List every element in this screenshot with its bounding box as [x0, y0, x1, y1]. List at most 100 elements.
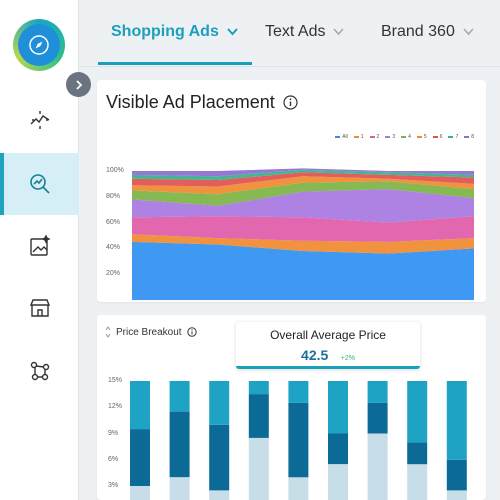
tab-label: Text Ads — [265, 23, 326, 40]
legend-item[interactable]: 8 — [464, 134, 474, 140]
legend-swatch — [369, 136, 375, 138]
collapse-sidebar-button[interactable] — [66, 72, 91, 97]
legend-label: 3 — [392, 134, 396, 140]
bar-segment[interactable] — [407, 464, 428, 500]
tab-brand-360[interactable]: Brand 360 — [381, 23, 474, 41]
legend-swatch — [416, 136, 422, 138]
area-series-3 — [132, 189, 474, 223]
legend-label: 2 — [376, 134, 380, 140]
bar-segment[interactable] — [407, 442, 428, 465]
legend-label: 6 — [439, 134, 443, 140]
bar-segment[interactable] — [169, 477, 190, 500]
avg-price-title: Overall Average Price — [270, 328, 386, 342]
bar-segment[interactable] — [130, 381, 150, 430]
y-tick-label: 3% — [108, 482, 119, 489]
sidebar-item-search-analytics[interactable] — [0, 153, 79, 215]
legend-swatch — [432, 136, 438, 138]
area-series-8 — [132, 168, 474, 177]
bar-segment[interactable] — [288, 477, 309, 500]
bar-segment[interactable] — [209, 424, 230, 491]
area-series-5 — [132, 176, 474, 195]
bar-segment[interactable] — [328, 464, 348, 500]
bar-segment[interactable] — [209, 490, 230, 500]
bar-segment[interactable] — [446, 459, 467, 491]
y-tick-label: 20% — [106, 270, 121, 278]
bar-segment[interactable] — [328, 381, 348, 434]
y-tick-label: 6% — [108, 455, 119, 463]
analytics-icon — [30, 111, 49, 129]
breakout-header: Price Breakout — [105, 326, 197, 338]
info-icon[interactable] — [283, 95, 298, 110]
sparkle-image-icon — [29, 234, 51, 256]
bar-segment[interactable] — [248, 437, 269, 500]
legend-swatch — [464, 136, 470, 138]
legend-item[interactable]: 2 — [369, 134, 380, 140]
bar-segment[interactable] — [367, 402, 388, 434]
bar-segment[interactable] — [407, 381, 428, 443]
legend-label: 7 — [455, 134, 459, 140]
legend-label: 1 — [360, 134, 364, 140]
legend-item[interactable]: 3 — [385, 134, 395, 140]
area-series-All — [132, 241, 474, 300]
ad-type-tabs: Shopping Ads Text Ads Brand 360 — [80, 0, 500, 67]
legend-item[interactable]: All — [335, 134, 348, 140]
tab-shopping-ads[interactable]: Shopping Ads — [111, 23, 238, 41]
legend-item[interactable]: 5 — [416, 134, 427, 140]
compass-icon — [18, 24, 60, 66]
area-series-4 — [132, 181, 474, 206]
sort-icon[interactable] — [105, 326, 111, 338]
tab-label: Shopping Ads — [111, 23, 219, 40]
avg-price-value: 42.5 — [301, 347, 329, 363]
bar-segment[interactable] — [169, 411, 190, 478]
area-series-2 — [132, 216, 474, 242]
bar-segment[interactable] — [248, 381, 269, 395]
bar-segment[interactable] — [130, 486, 150, 500]
network-icon — [30, 361, 49, 381]
bar-segment[interactable] — [288, 402, 309, 478]
chart-legend: All 1 2 3 4 5 6 7 8 — [335, 134, 474, 140]
y-tick-label: 9% — [108, 429, 119, 437]
bar-segment[interactable] — [169, 381, 190, 412]
bar-segment[interactable] — [446, 381, 467, 460]
bar-segment[interactable] — [367, 433, 388, 500]
sidebar-item-analytics[interactable] — [0, 89, 79, 151]
info-icon[interactable] — [186, 327, 197, 337]
bar-segment[interactable] — [248, 394, 269, 438]
area-chart — [132, 168, 474, 300]
app-logo[interactable] — [13, 19, 65, 71]
sidebar-item-store[interactable] — [0, 277, 79, 339]
chevron-down-icon — [333, 28, 345, 36]
store-icon — [29, 299, 50, 317]
price-breakout-card: Price Breakout Overall Average Price 42.… — [97, 315, 486, 500]
legend-item[interactable]: 6 — [432, 134, 443, 140]
chevron-down-icon — [227, 28, 238, 36]
legend-label: 4 — [408, 134, 411, 140]
overall-average-price-tooltip: Overall Average Price 42.5 +2% — [236, 322, 420, 369]
area-series-1 — [132, 234, 474, 254]
tab-text-ads[interactable]: Text Ads — [265, 23, 345, 41]
active-tab-indicator — [98, 62, 252, 65]
placement-title: Visible Ad Placement — [106, 92, 275, 112]
area-series-7 — [132, 169, 474, 180]
bar-segment[interactable] — [328, 433, 348, 465]
y-tick-label: 15% — [108, 377, 123, 384]
bar-segment[interactable] — [130, 429, 150, 486]
y-tick-label: 40% — [106, 244, 121, 252]
visible-ad-placement-card: Visible Ad Placement All 1 2 3 4 5 6 7 8 100% 80%… — [97, 80, 486, 302]
chevron-down-icon — [463, 28, 474, 36]
bar-segment[interactable] — [367, 381, 388, 403]
legend-swatch — [448, 136, 454, 138]
legend-item[interactable]: 7 — [448, 134, 458, 140]
stacked-bar-chart — [130, 381, 467, 500]
y-tick-label: 100% — [106, 167, 124, 174]
legend-item[interactable]: 4 — [401, 134, 411, 140]
sidebar-item-creative[interactable] — [0, 215, 79, 277]
bar-segment[interactable] — [209, 381, 230, 425]
tab-label: Brand 360 — [381, 23, 455, 40]
legend-item[interactable]: 1 — [353, 134, 364, 140]
bar-segment[interactable] — [446, 490, 467, 500]
bar-segment[interactable] — [288, 381, 309, 403]
legend-label: All — [342, 134, 348, 140]
sidebar-item-network[interactable] — [0, 340, 79, 402]
chevron-right-icon — [75, 79, 82, 90]
